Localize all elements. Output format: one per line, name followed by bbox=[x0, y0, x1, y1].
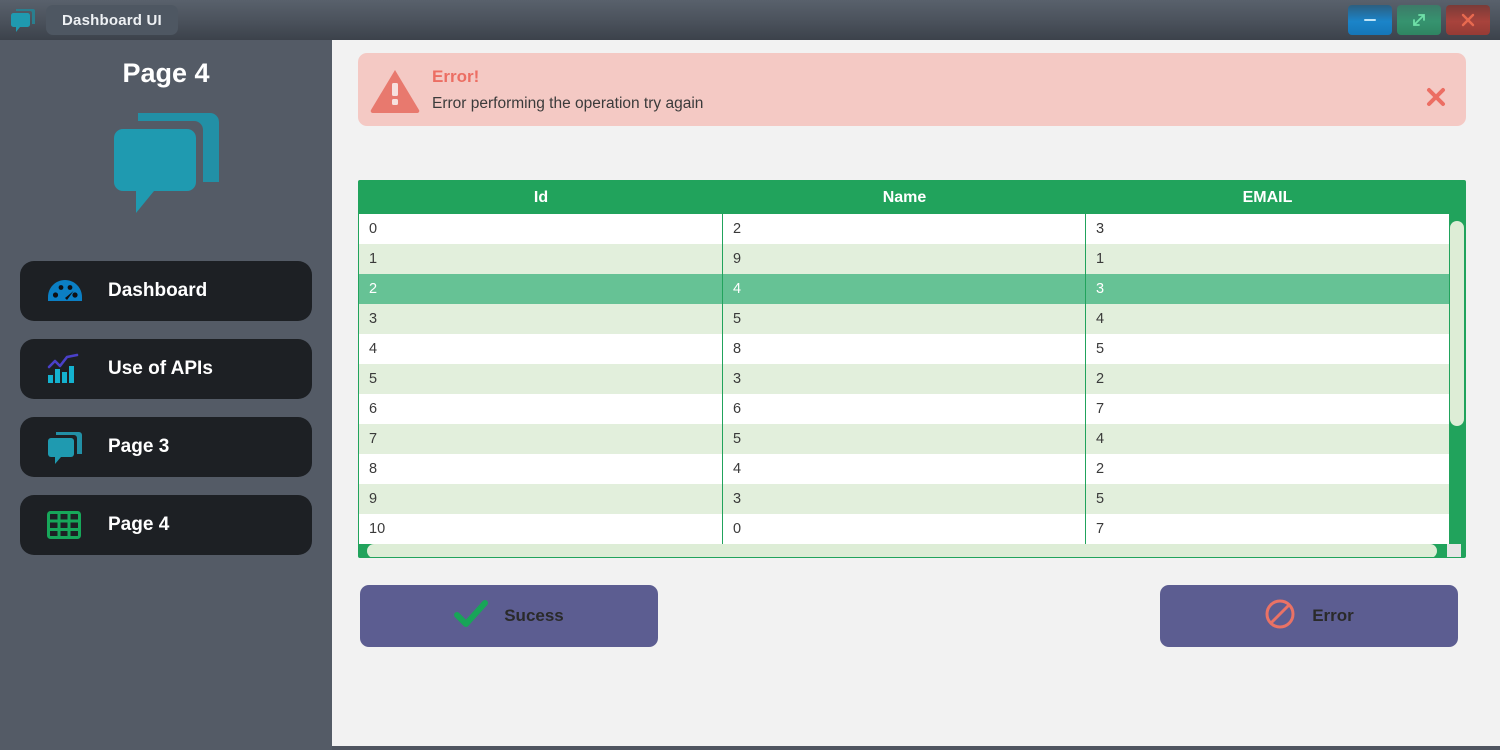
table-body: 0 2 3 1 9 1 2 4 3 3 5 4 4 8 5 5 3 2 6 6 7 7 5 4 8 4 2 9 3 5 10 0 7 bbox=[359, 214, 1449, 544]
success-button[interactable]: Sucess bbox=[360, 585, 658, 647]
table-cell[interactable]: 3 bbox=[359, 304, 723, 334]
sidebar-title: Page 4 bbox=[122, 58, 210, 88]
table-header-row: Id Name EMAIL bbox=[359, 181, 1465, 214]
table-cell[interactable]: 4 bbox=[723, 274, 1086, 304]
table-cell[interactable]: 5 bbox=[1096, 341, 1105, 357]
table-cell[interactable]: 4 bbox=[359, 334, 723, 364]
no-entry-icon bbox=[1264, 598, 1296, 635]
table-cell[interactable]: 0 bbox=[359, 214, 723, 244]
table-cell[interactable]: 3 bbox=[1096, 221, 1105, 237]
table-cell[interactable]: 7 bbox=[1096, 401, 1105, 417]
table-cell[interactable]: 9 bbox=[723, 244, 1086, 274]
error-alert: Error! Error performing the operation tr… bbox=[358, 53, 1466, 126]
table-cell[interactable]: 2 bbox=[1096, 461, 1105, 477]
sidebar-item-label: Use of APIs bbox=[108, 358, 213, 379]
sidebar: Page 4 bbox=[0, 40, 332, 750]
table-cell[interactable]: 2 bbox=[723, 214, 1086, 244]
table-cell[interactable]: 3 bbox=[1096, 281, 1105, 297]
vertical-scrollbar-thumb[interactable] bbox=[1450, 221, 1464, 426]
sidebar-item-page-4[interactable]: Page 4 bbox=[20, 495, 312, 555]
alert-message: Error performing the operation try again bbox=[432, 94, 704, 112]
table-cell[interactable]: 2 bbox=[359, 274, 723, 304]
alert-body: Error! Error performing the operation tr… bbox=[432, 66, 1406, 112]
maximize-button[interactable] bbox=[1397, 5, 1441, 35]
window-controls bbox=[1348, 5, 1500, 35]
sidebar-item-label: Dashboard bbox=[108, 280, 208, 301]
warning-triangle-icon bbox=[358, 67, 432, 113]
table-cell[interactable]: 1 bbox=[359, 244, 723, 274]
content-area: Error! Error performing the operation tr… bbox=[332, 40, 1500, 746]
table-cell[interactable]: 1 bbox=[1096, 251, 1105, 267]
table-cell[interactable]: 5 bbox=[359, 364, 723, 394]
table-row[interactable]: 10 0 7 bbox=[359, 514, 1449, 544]
sidebar-item-label: Page 3 bbox=[108, 436, 170, 457]
checkmark-icon bbox=[454, 599, 489, 633]
alert-title: Error! bbox=[432, 67, 480, 87]
table-cell[interactable]: 3 bbox=[723, 364, 1086, 394]
table-cell[interactable]: 3 bbox=[723, 484, 1086, 514]
table-cell[interactable]: 4 bbox=[1096, 311, 1105, 327]
sidebar-item-page-3[interactable]: Page 3 bbox=[20, 417, 312, 477]
table-grid-icon bbox=[42, 507, 88, 543]
table-body-wrapper: 0 2 3 1 9 1 2 4 3 3 5 4 4 8 5 5 3 2 6 6 7 7 5 4 8 4 2 9 3 5 10 0 7 bbox=[359, 214, 1465, 544]
bar-chart-line-icon bbox=[42, 351, 88, 387]
chat-bubbles-icon bbox=[108, 105, 224, 222]
horizontal-scrollbar-thumb[interactable] bbox=[367, 544, 1437, 557]
minimize-button[interactable] bbox=[1348, 5, 1392, 35]
chat-bubbles-icon bbox=[8, 6, 38, 34]
close-button[interactable] bbox=[1446, 5, 1490, 35]
table-cell[interactable]: 2 bbox=[1096, 371, 1105, 387]
speedometer-icon bbox=[42, 273, 88, 309]
alert-close-button[interactable] bbox=[1406, 66, 1466, 113]
horizontal-scrollbar-row bbox=[359, 544, 1465, 557]
table-cell[interactable]: 0 bbox=[723, 514, 1086, 544]
table-cell[interactable]: 7 bbox=[1096, 521, 1105, 537]
close-icon bbox=[1425, 86, 1447, 113]
error-button[interactable]: Error bbox=[1160, 585, 1458, 647]
horizontal-scrollbar[interactable] bbox=[359, 544, 1443, 557]
sidebar-item-dashboard[interactable]: Dashboard bbox=[20, 261, 312, 321]
table-cell[interactable]: 5 bbox=[1096, 491, 1105, 507]
chat-bubbles-icon bbox=[42, 429, 88, 465]
table-cell[interactable]: 5 bbox=[723, 304, 1086, 334]
table-header-cell[interactable]: Id bbox=[533, 188, 549, 206]
window-tab[interactable]: Dashboard UI bbox=[46, 5, 178, 35]
table-cell[interactable]: 8 bbox=[723, 334, 1086, 364]
table-cell[interactable]: 7 bbox=[359, 424, 723, 454]
sidebar-logo bbox=[0, 93, 332, 233]
window-tab-label: Dashboard UI bbox=[62, 11, 162, 29]
table-cell[interactable]: 10 bbox=[359, 514, 723, 544]
table-cell[interactable]: 6 bbox=[359, 394, 723, 424]
table-cell[interactable]: 5 bbox=[723, 424, 1086, 454]
table-cell[interactable]: 9 bbox=[359, 484, 723, 514]
table-cell[interactable]: 8 bbox=[359, 454, 723, 484]
scrollbar-corner bbox=[1443, 544, 1465, 557]
table-cell[interactable]: 4 bbox=[1096, 431, 1105, 447]
title-bar: Dashboard UI bbox=[0, 0, 1500, 40]
vertical-scrollbar[interactable] bbox=[1449, 214, 1465, 544]
table-cell[interactable]: 4 bbox=[723, 454, 1086, 484]
sidebar-menu: Dashboard Use of APIs bbox=[0, 261, 332, 555]
scrollbar-corner-box bbox=[1447, 544, 1461, 557]
table-header-cell[interactable]: Name bbox=[882, 188, 927, 206]
error-button-label: Error bbox=[1312, 606, 1354, 625]
sidebar-item-use-of-apis[interactable]: Use of APIs bbox=[20, 339, 312, 399]
success-button-label: Sucess bbox=[504, 606, 564, 625]
table-cell[interactable]: 6 bbox=[723, 394, 1086, 424]
table-header-cell[interactable]: EMAIL bbox=[1242, 188, 1293, 206]
sidebar-item-label: Page 4 bbox=[108, 514, 170, 535]
